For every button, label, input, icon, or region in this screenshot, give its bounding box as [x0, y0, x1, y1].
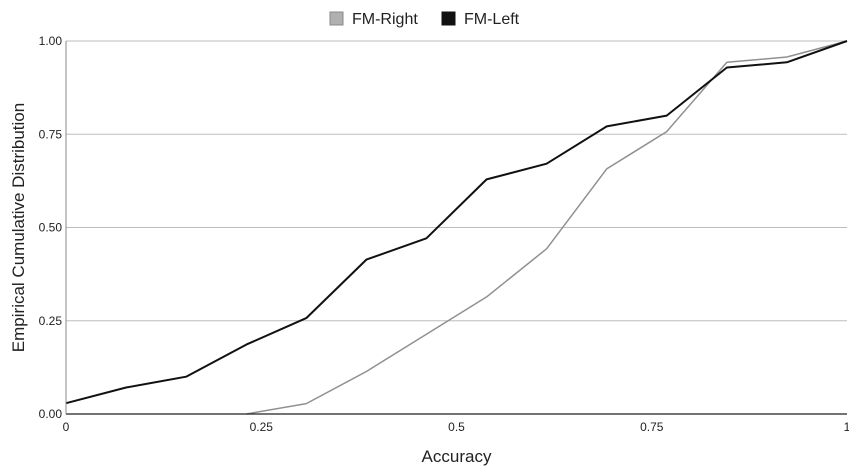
- series-lines: [65, 40, 848, 415]
- x-tick-label: 0.75: [640, 420, 664, 434]
- x-tick-label: 0: [63, 420, 70, 434]
- x-tick-label: 0.25: [250, 420, 274, 434]
- grid-lines: [66, 40, 847, 322]
- y-tick-label: 0.25: [39, 314, 63, 328]
- legend-swatch-fm-right: [329, 11, 344, 26]
- x-tick-label: 0.5: [448, 420, 465, 434]
- series-line-fm-right: [246, 40, 848, 415]
- legend-label-fm-right: FM-Right: [352, 11, 418, 28]
- y-tick-label: 0.75: [39, 127, 63, 141]
- series-line-fm-left: [65, 40, 848, 405]
- x-tick-labels: 0 0.25 0.5 0.75 1: [63, 420, 849, 434]
- x-axis-title: Accuracy: [422, 447, 492, 466]
- y-tick-label: 0.00: [39, 407, 63, 421]
- x-tick-label: 1: [844, 420, 849, 434]
- y-tick-label: 1.00: [39, 34, 63, 48]
- legend-swatch-fm-left: [441, 11, 456, 26]
- legend-label-fm-left: FM-Left: [464, 11, 520, 28]
- y-tick-labels: 0.00 0.25 0.50 0.75 1.00: [39, 34, 63, 421]
- y-tick-label: 0.50: [39, 221, 63, 235]
- legend: FM-Right FM-Left: [329, 11, 520, 28]
- y-axis-title: Empirical Cumulative Distribution: [9, 103, 28, 352]
